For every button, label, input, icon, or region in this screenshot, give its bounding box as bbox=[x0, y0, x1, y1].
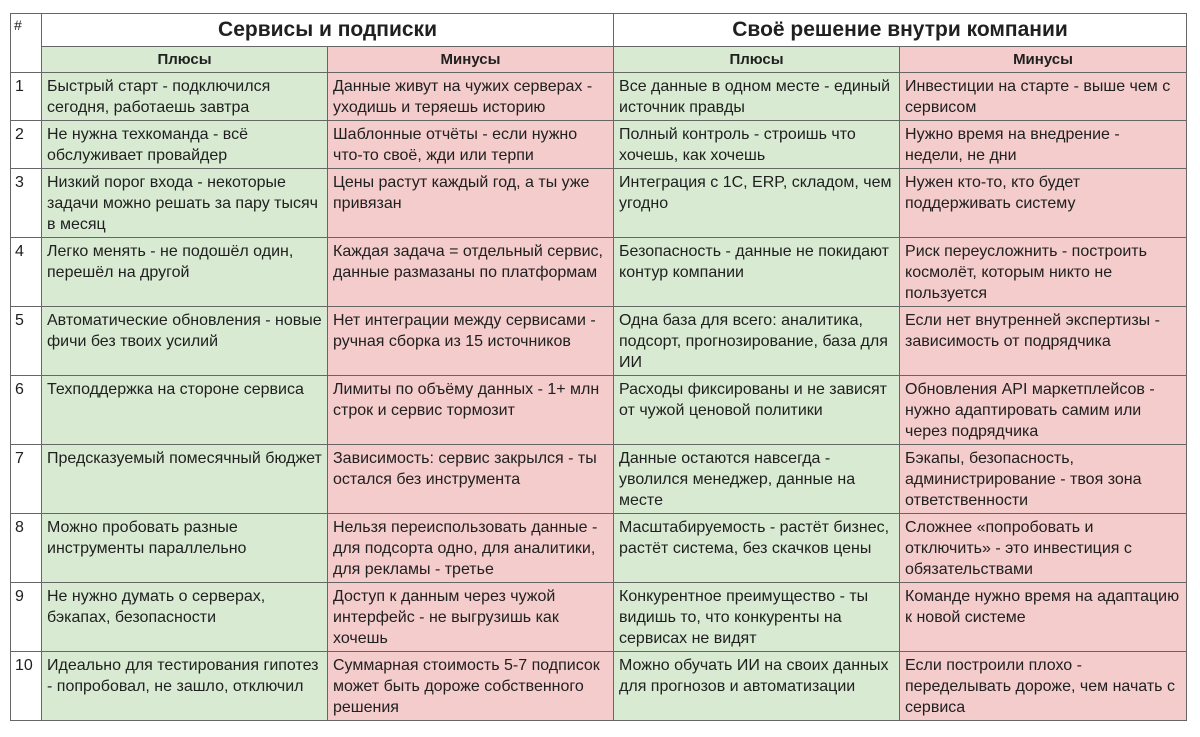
services-minus-cell: Доступ к данным через чужой интерфейс - … bbox=[326, 582, 615, 652]
own-plus-cell: Все данные в одном месте - единый источн… bbox=[613, 72, 901, 121]
comparison-table: # Сервисы и подписки Своё решение внутри… bbox=[10, 13, 1188, 721]
services-minus-cell: Лимиты по объёму данных - 1+ млн строк и… bbox=[326, 375, 615, 445]
row-number: 3 bbox=[10, 168, 42, 238]
own-minus-cell: Нужен кто-то, кто будет поддерживать сис… bbox=[899, 168, 1188, 238]
subheader-row: Плюсы Минусы Плюсы Минусы bbox=[11, 46, 1188, 73]
group-header-own-solution: Своё решение внутри компании bbox=[613, 13, 1188, 47]
own-plus-cell: Данные остаются навсегда - уволился мене… bbox=[613, 444, 901, 514]
own-plus-cell: Можно обучать ИИ на своих данных для про… bbox=[613, 651, 901, 721]
table-row: 2 Не нужна техкоманда - всё обслуживает … bbox=[10, 120, 1188, 169]
own-plus-cell: Конкурентное преимущество - ты видишь то… bbox=[613, 582, 901, 652]
services-plus-cell: Быстрый старт - подключился сегодня, раб… bbox=[41, 72, 328, 121]
own-minus-cell: Инвестиции на старте - выше чем с сервис… bbox=[899, 72, 1188, 121]
row-number: 10 bbox=[10, 651, 42, 721]
services-plus-cell: Идеально для тестирования гипотез - попр… bbox=[41, 651, 328, 721]
table-row: 5 Автоматические обновления - новые фичи… bbox=[10, 306, 1188, 376]
table-row: 3 Низкий порог входа - некоторые задачи … bbox=[10, 168, 1188, 238]
own-plus-cell: Расходы фиксированы и не зависят от чужо… bbox=[613, 375, 901, 445]
own-minus-cell: Если нет внутренней экспертизы - зависим… bbox=[899, 306, 1188, 376]
row-number: 9 bbox=[10, 582, 42, 652]
services-plus-cell: Не нужна техкоманда - всё обслуживает пр… bbox=[41, 120, 328, 169]
group-header-services: Сервисы и подписки bbox=[40, 13, 615, 47]
row-number: 2 bbox=[10, 120, 42, 169]
services-plus-cell: Не нужно думать о серверах, бэкапах, без… bbox=[41, 582, 328, 652]
services-plus-cell: Автоматические обновления - новые фичи б… bbox=[41, 306, 328, 376]
services-plus-cell: Низкий порог входа - некоторые задачи мо… bbox=[41, 168, 328, 238]
table-row: 9 Не нужно думать о серверах, бэкапах, б… bbox=[10, 582, 1188, 652]
own-minus-cell: Если построили плохо - переделывать доро… bbox=[899, 651, 1188, 721]
table-row: 7 Предсказуемый помесячный бюджет Зависи… bbox=[10, 444, 1188, 514]
own-plus-cell: Масштабируемость - растёт бизнес, растёт… bbox=[613, 513, 901, 583]
own-plus-cell: Безопасность - данные не покидают контур… bbox=[613, 237, 901, 307]
services-minus-cell: Нет интеграции между сервисами - ручная … bbox=[326, 306, 615, 376]
own-plus-cell: Интеграция с 1С, ERP, складом, чем угодн… bbox=[613, 168, 901, 238]
services-plus-cell: Техподдержка на стороне сервиса bbox=[41, 375, 328, 445]
row-number: 6 bbox=[10, 375, 42, 445]
own-minus-header: Минусы bbox=[899, 46, 1188, 73]
table-row: 8 Можно пробовать разные инструменты пар… bbox=[10, 513, 1188, 583]
services-plus-cell: Легко менять - не подошёл один, перешёл … bbox=[41, 237, 328, 307]
row-number: 8 bbox=[10, 513, 42, 583]
services-plus-cell: Можно пробовать разные инструменты парал… bbox=[41, 513, 328, 583]
table-row: 6 Техподдержка на стороне сервиса Лимиты… bbox=[10, 375, 1188, 445]
services-plus-header: Плюсы bbox=[41, 46, 328, 73]
row-number: 4 bbox=[10, 237, 42, 307]
row-number: 7 bbox=[10, 444, 42, 514]
own-minus-cell: Бэкапы, безопасность, администрирование … bbox=[899, 444, 1188, 514]
own-plus-cell: Одна база для всего: аналитика, подсорт,… bbox=[613, 306, 901, 376]
services-minus-cell: Цены растут каждый год, а ты уже привяза… bbox=[326, 168, 615, 238]
services-minus-header: Минусы bbox=[326, 46, 615, 73]
services-minus-cell: Каждая задача = отдельный сервис, данные… bbox=[326, 237, 615, 307]
row-number: 1 bbox=[10, 72, 42, 121]
own-minus-cell: Обновления API маркетплейсов - нужно ада… bbox=[899, 375, 1188, 445]
own-minus-cell: Нужно время на внедрение - недели, не дн… bbox=[899, 120, 1188, 169]
table-row: 4 Легко менять - не подошёл один, перешё… bbox=[10, 237, 1188, 307]
services-plus-cell: Предсказуемый помесячный бюджет bbox=[41, 444, 328, 514]
own-minus-cell: Команде нужно время на адаптацию к новой… bbox=[899, 582, 1188, 652]
services-minus-cell: Суммарная стоимость 5-7 подписок может б… bbox=[326, 651, 615, 721]
own-plus-cell: Полный контроль - строишь что хочешь, ка… bbox=[613, 120, 901, 169]
services-minus-cell: Нельзя переиспользовать данные - для под… bbox=[326, 513, 615, 583]
number-column-header: # bbox=[10, 13, 42, 73]
services-minus-cell: Зависимость: сервис закрылся - ты осталс… bbox=[326, 444, 615, 514]
row-number: 5 bbox=[10, 306, 42, 376]
table-row: 10 Идеально для тестирования гипотез - п… bbox=[10, 651, 1188, 721]
services-minus-cell: Данные живут на чужих серверах - уходишь… bbox=[326, 72, 615, 121]
own-minus-cell: Сложнее «попробовать и отключить» - это … bbox=[899, 513, 1188, 583]
table-row: 1 Быстрый старт - подключился сегодня, р… bbox=[10, 72, 1188, 121]
group-header-row: # Сервисы и подписки Своё решение внутри… bbox=[10, 13, 1188, 73]
own-plus-header: Плюсы bbox=[613, 46, 901, 73]
services-minus-cell: Шаблонные отчёты - если нужно что-то сво… bbox=[326, 120, 615, 169]
own-minus-cell: Риск переусложнить - построить космолёт,… bbox=[899, 237, 1188, 307]
